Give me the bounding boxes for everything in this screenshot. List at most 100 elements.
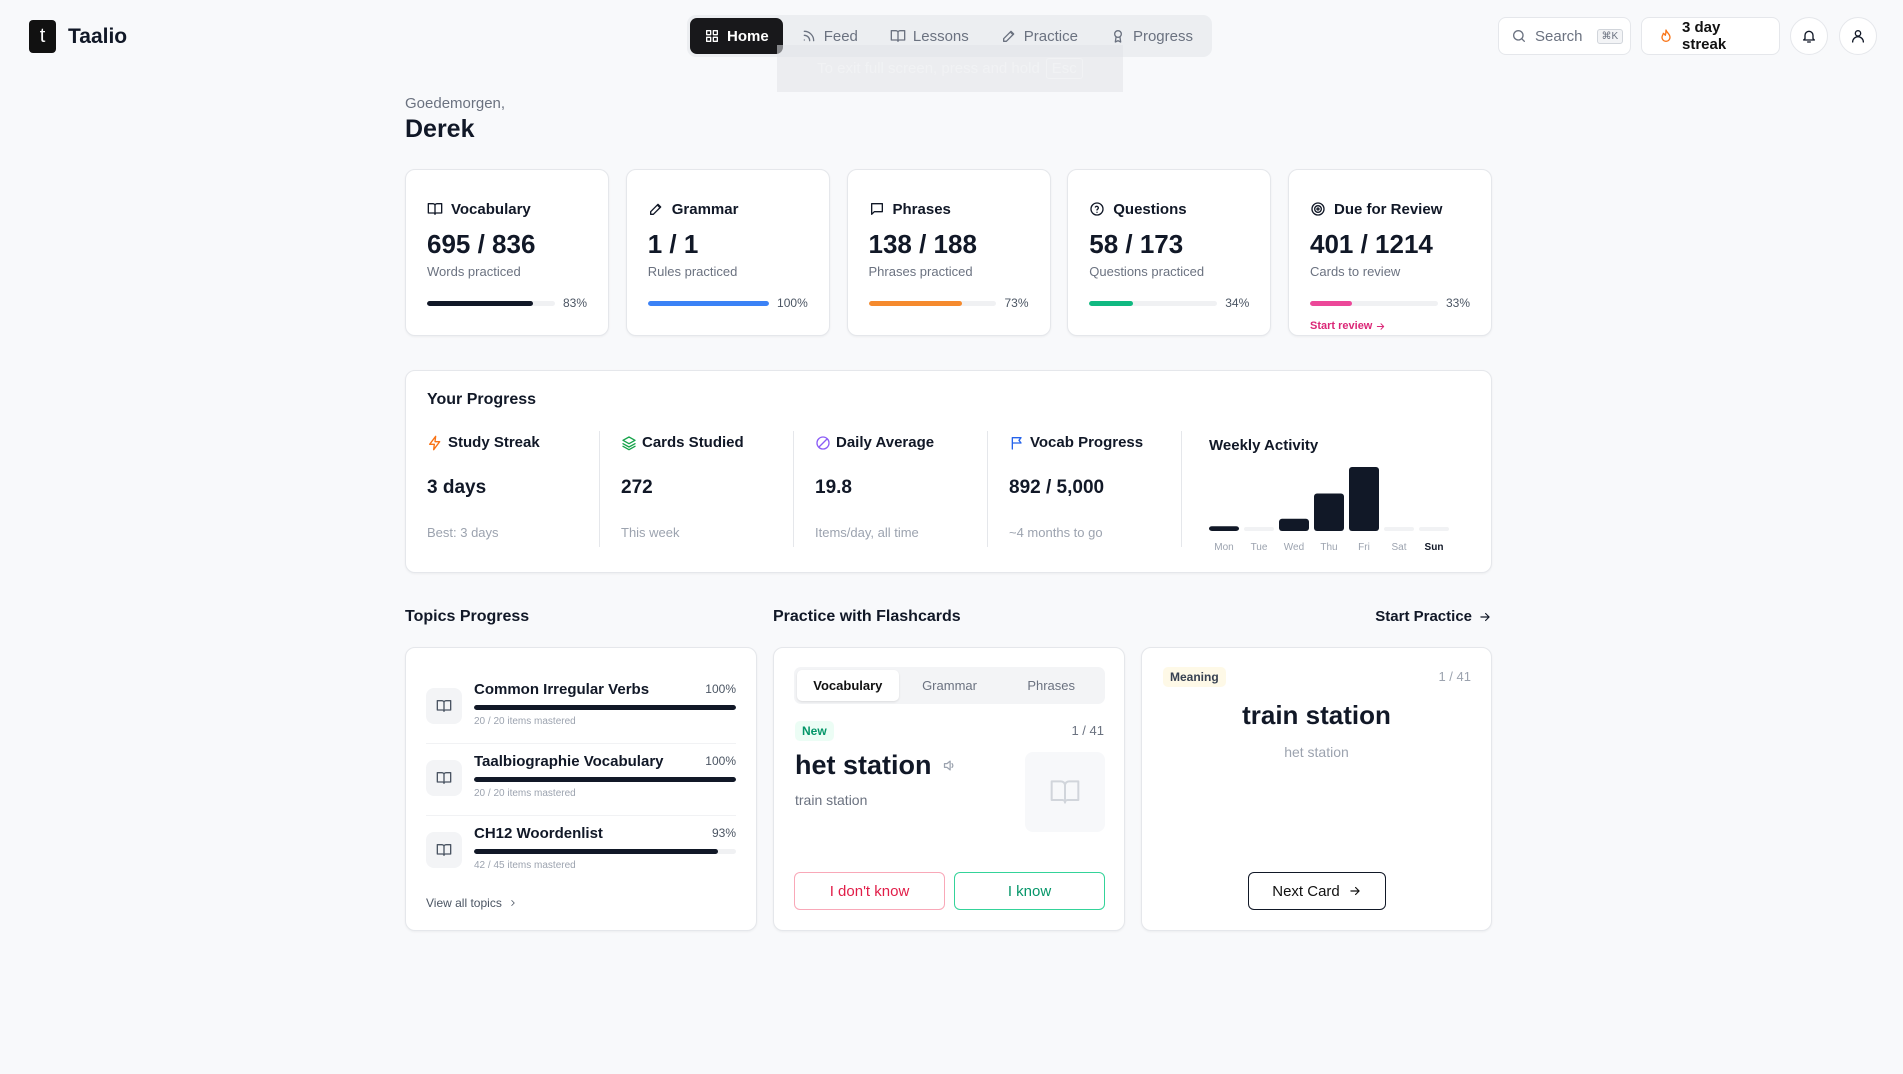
stat-header: Vocabulary [427, 199, 587, 219]
nav-item[interactable]: Practice [987, 18, 1092, 54]
view-all-topics[interactable]: View all topics [426, 896, 518, 910]
stat-title: Due for Review [1334, 200, 1443, 218]
stat-progress: 100% [647, 296, 808, 310]
day-label: Thu [1320, 542, 1337, 553]
new-badge: New [795, 721, 834, 741]
nav-item[interactable]: Home [690, 18, 783, 54]
progress-item-header: Vocab Progress [1009, 434, 1181, 451]
stat-title: Vocabulary [451, 200, 531, 218]
stat-card: Questions 58 / 173 Questions practiced 34% [1067, 169, 1272, 336]
translation: train station [795, 792, 868, 808]
flashcard-tab[interactable]: Grammar [922, 678, 977, 693]
nav-label: Lessons [912, 27, 969, 45]
progress-item: Study Streak 3 days Best: 3 days [406, 431, 600, 547]
logo-mark: t [29, 20, 56, 53]
streak-button[interactable]: 3 day streak [1641, 17, 1780, 55]
icon [1113, 30, 1122, 43]
topic-item[interactable]: Common Irregular Verbs 100% 20 / 20 items … [426, 681, 736, 741]
flashcard-tab[interactable]: Vocabulary [797, 670, 899, 701]
notifications-button[interactable] [1790, 17, 1828, 55]
stat-percent: 83% [562, 296, 587, 310]
icon [1002, 30, 1015, 42]
know-button[interactable]: I know [954, 872, 1105, 910]
start-review-link[interactable]: Start review [1310, 320, 1470, 332]
next-card-button[interactable]: Next Card [1248, 872, 1386, 910]
icon [1011, 436, 1022, 450]
stat-header: Due for Review [1310, 199, 1470, 219]
stat-value: 138 / 188 [868, 229, 977, 259]
icon [1090, 202, 1104, 216]
progress-track [647, 300, 770, 306]
progress-item-title: Study Streak [448, 434, 540, 451]
main: Goedemorgen, Derek Your Progress Weekly … [405, 0, 1492, 1074]
stat-value: 1 / 1 [647, 229, 699, 259]
chevron-icon [511, 900, 515, 906]
card-counter: 1 / 41 [1438, 669, 1471, 684]
stat-title: Questions [1113, 200, 1187, 218]
stat-value: 401 / 1214 [1310, 229, 1433, 259]
topic-item[interactable]: Taalbiographie Vocabulary 100% 20 / 20 ite… [426, 753, 736, 813]
stat-title: Grammar [671, 200, 739, 218]
day-label: Sun [1425, 542, 1444, 553]
bar [1209, 526, 1239, 531]
weekly-title: Weekly Activity [1209, 437, 1319, 454]
stat-percent: 73% [1004, 296, 1029, 310]
nav-item[interactable]: Feed [787, 18, 872, 54]
shortcut: ⌘K [1596, 28, 1624, 44]
stat-caption: Cards to review [1310, 264, 1401, 279]
topic-progress-fill [474, 849, 718, 854]
progress-item-caption: Items/day, all time [815, 525, 919, 540]
nav-label: Home [727, 27, 769, 45]
nav-item[interactable]: Lessons [876, 18, 983, 54]
meaning-translation: het station [1284, 744, 1349, 760]
topic-progress-track [474, 777, 736, 782]
progress-item: Daily Average 19.8 Items/day, all time [794, 431, 988, 547]
flashcards-title: Practice with Flashcards [773, 608, 961, 625]
stat-header: Grammar [648, 199, 808, 219]
meaning-card: Meaning 1 / 41 train station het station… [1141, 647, 1492, 931]
search-label: Search [1535, 27, 1583, 45]
progress-title: Your Progress [427, 391, 537, 408]
topic-caption: 20 / 20 items mastered [474, 716, 576, 727]
image-placeholder [1025, 752, 1105, 832]
topics-card: View all topics Common Irregular Verbs 10… [405, 647, 757, 931]
progress-item-caption: ~4 months to go [1009, 525, 1103, 540]
stat-percent: 33% [1445, 296, 1470, 310]
search-button[interactable]: Search ⌘K [1498, 17, 1631, 55]
progress-fill [427, 300, 534, 306]
profile-button[interactable] [1839, 17, 1877, 55]
stat-title: Phrases [892, 200, 951, 218]
stat-card: Grammar 1 / 1 Rules practiced 100% [625, 169, 830, 336]
stat-header: Questions [1089, 199, 1249, 219]
progress-item-caption: Best: 3 days [427, 525, 499, 540]
flashcard-tab[interactable]: Phrases [1027, 678, 1076, 693]
day-label: Wed [1284, 542, 1304, 553]
progress-track [868, 300, 997, 306]
stat-value: 695 / 836 [427, 229, 536, 259]
topic-percent: 100% [705, 682, 736, 696]
progress-item-title: Cards Studied [642, 434, 744, 451]
stat-value: 58 / 173 [1089, 229, 1184, 259]
stat-card: Vocabulary 695 / 836 Words practiced 83% [405, 169, 609, 336]
brand[interactable]: t Taalio [29, 20, 127, 53]
toast-key: Esc [1045, 58, 1083, 79]
topic-caption: 42 / 45 items mastered [474, 860, 576, 871]
start-practice[interactable]: Start Practice [1375, 608, 1492, 625]
nav-item[interactable]: Progress [1096, 18, 1207, 54]
progress-card: Your Progress Weekly Activity Mon Tue Wed T… [405, 370, 1492, 573]
nav-label: Progress [1132, 27, 1193, 45]
topic-progress-track [474, 849, 736, 854]
progress-fill [868, 300, 962, 306]
brand-name: Taalio [68, 24, 128, 48]
search-icon [1513, 30, 1525, 42]
user-icon [1852, 30, 1864, 43]
icon [436, 772, 452, 784]
stat-caption: Rules practiced [647, 264, 738, 279]
topic-item[interactable]: CH12 Woordenlist 93% 42 / 45 items mastere… [426, 825, 736, 885]
icon [803, 30, 815, 42]
progress-track [427, 300, 555, 306]
speaker-icon[interactable] [942, 758, 957, 773]
stat-progress: 73% [868, 296, 1029, 310]
dont-know-button[interactable]: I don't know [794, 872, 945, 910]
